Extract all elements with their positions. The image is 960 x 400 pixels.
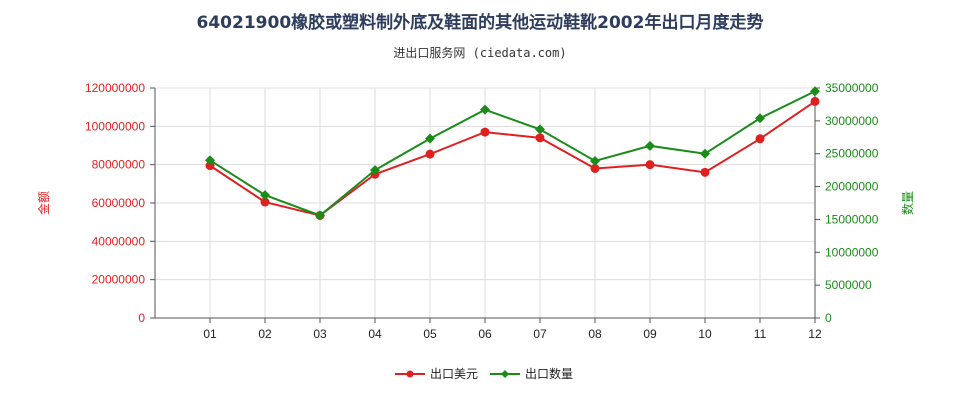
left-tick-label: 80000000 <box>92 158 146 172</box>
x-tick-label: 06 <box>478 327 492 341</box>
legend-label: 出口美元 <box>430 367 478 381</box>
series-2-point <box>590 155 600 166</box>
axes: 0 20000000 40000000 60000000 80000000 1000000… <box>36 81 915 341</box>
series-1-point <box>205 161 215 171</box>
series-2-point <box>425 133 435 144</box>
x-tick-label: 11 <box>754 327 767 341</box>
series-1-point <box>645 160 655 170</box>
left-tick-label: 60000000 <box>92 196 146 210</box>
series-2-point <box>755 113 765 124</box>
grid-lines <box>155 87 816 318</box>
series-1-point <box>425 149 435 159</box>
legend: 出口美元 出口数量 <box>395 366 573 381</box>
left-tick-label: 120000000 <box>85 81 145 95</box>
series-1-point <box>700 167 710 177</box>
right-axis-title: 数量 <box>900 191 915 215</box>
series-2-point <box>480 104 490 115</box>
right-tick-label: 10000000 <box>825 245 879 259</box>
x-tick-label: 08 <box>588 327 602 341</box>
series-2-point <box>315 210 325 221</box>
x-tick-label: 12 <box>808 327 822 341</box>
right-tick-label: 25000000 <box>825 147 879 161</box>
series-line-2 <box>209 90 816 217</box>
right-tick-label: 30000000 <box>825 114 879 128</box>
series-2-point <box>645 140 655 151</box>
x-tick-label: 03 <box>313 327 327 341</box>
series-2-point <box>205 155 215 166</box>
right-tick-label: 20000000 <box>825 180 879 194</box>
x-tick-label: 01 <box>203 327 217 341</box>
left-tick-label: 40000000 <box>92 234 146 248</box>
series-1-point <box>535 133 545 143</box>
left-tick-label: 20000000 <box>92 273 146 287</box>
legend-marker <box>501 370 509 378</box>
right-tick-label: 0 <box>825 311 832 325</box>
series-2-point <box>810 86 820 97</box>
left-tick-label: 100000000 <box>85 119 145 133</box>
series-2-point <box>700 148 710 159</box>
right-tick-label: 15000000 <box>825 212 879 226</box>
series-layer <box>205 86 820 221</box>
x-tick-label: 10 <box>698 327 712 341</box>
series-2-point <box>535 124 545 135</box>
series-1-point <box>480 127 490 137</box>
left-axis-title: 金额 <box>36 191 51 215</box>
right-tick-label: 35000000 <box>825 81 879 95</box>
series-2-point <box>260 190 270 201</box>
x-tick-label: 07 <box>533 327 547 341</box>
x-tick-label: 09 <box>643 327 657 341</box>
left-tick-label: 0 <box>138 311 145 325</box>
chart-title: 64021900橡胶或塑料制外底及鞋面的其他运动鞋靴2002年出口月度走势 <box>196 13 764 33</box>
series-1-point <box>755 134 765 144</box>
series-2-point <box>370 165 380 176</box>
x-tick-label: 02 <box>258 327 272 341</box>
chart-subtitle: 进出口服务网 (ciedata.com) <box>393 46 567 60</box>
right-tick-label: 5000000 <box>825 278 872 292</box>
series-line-1 <box>209 100 816 217</box>
legend-label: 出口数量 <box>525 366 573 381</box>
x-tick-label: 05 <box>423 327 437 341</box>
series-1-point <box>810 96 820 106</box>
series-1-point <box>590 164 600 173</box>
x-tick-label: 04 <box>368 327 382 341</box>
legend-marker <box>406 370 414 378</box>
series-1-point <box>260 197 270 207</box>
